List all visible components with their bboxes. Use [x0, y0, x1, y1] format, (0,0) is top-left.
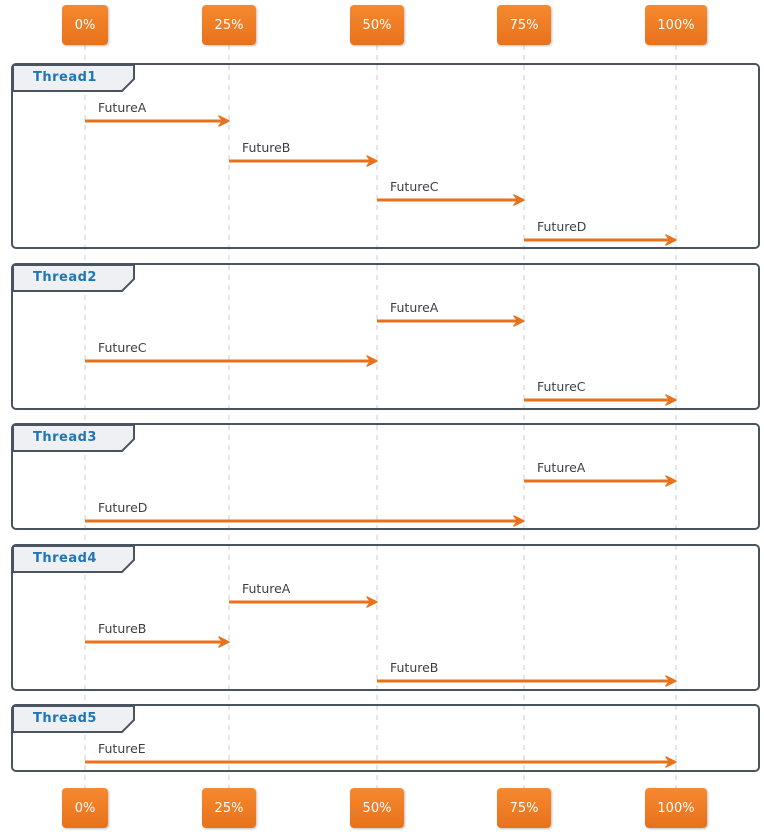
thread-label: Thread5 [33, 711, 97, 726]
message-arrow [85, 355, 378, 367]
message-arrow [85, 115, 230, 127]
thread-label: Thread2 [33, 270, 97, 285]
message-label: FutureD [537, 219, 587, 234]
participant-bottom-4: 100% [645, 788, 707, 828]
message-arrow [524, 234, 677, 246]
message-arrow [377, 194, 525, 206]
participant-top-2: 50% [350, 5, 404, 45]
thread-label: Thread1 [33, 70, 97, 85]
message-arrow [229, 155, 378, 167]
message-label: FutureA [537, 460, 586, 475]
thread-frame-2: Thread2 [11, 263, 760, 410]
thread-frame-5: Thread5 [11, 704, 760, 772]
thread-label: Thread4 [33, 551, 97, 566]
message-label: FutureC [98, 340, 147, 355]
participant-top-1: 25% [202, 5, 256, 45]
frame-tab-shape [13, 265, 135, 292]
participant-top-4: 100% [645, 5, 707, 45]
message-arrow [524, 394, 677, 406]
thread-frame-1: Thread1 [11, 63, 760, 249]
message-label: FutureA [390, 300, 439, 315]
message-label: FutureC [537, 379, 586, 394]
frame-tab-shape [13, 546, 135, 573]
message-label: FutureA [242, 581, 291, 596]
message-arrow [377, 315, 525, 327]
message-label: FutureC [390, 179, 439, 194]
thread-frame-3: Thread3 [11, 423, 760, 530]
message-arrow [524, 475, 677, 487]
message-label: FutureB [242, 140, 291, 155]
participant-bottom-1: 25% [202, 788, 256, 828]
message-label: FutureA [98, 100, 147, 115]
thread-label: Thread3 [33, 430, 97, 445]
message-arrow [85, 756, 677, 768]
message-arrow [85, 636, 230, 648]
participant-top-0: 0% [62, 5, 108, 45]
participant-bottom-0: 0% [62, 788, 108, 828]
message-label: FutureB [98, 621, 147, 636]
message-arrow [377, 675, 677, 687]
participant-bottom-2: 50% [350, 788, 404, 828]
frame-tab-shape [13, 706, 135, 733]
message-label: FutureB [390, 660, 439, 675]
thread-frame-4: Thread4 [11, 544, 760, 691]
message-arrow [85, 515, 525, 527]
participant-top-3: 75% [497, 5, 551, 45]
message-arrow [229, 596, 378, 608]
frame-tab-shape [13, 425, 135, 452]
message-label: FutureE [98, 741, 146, 756]
message-label: FutureD [98, 500, 148, 515]
participant-bottom-3: 75% [497, 788, 551, 828]
frame-tab-shape [13, 65, 135, 92]
